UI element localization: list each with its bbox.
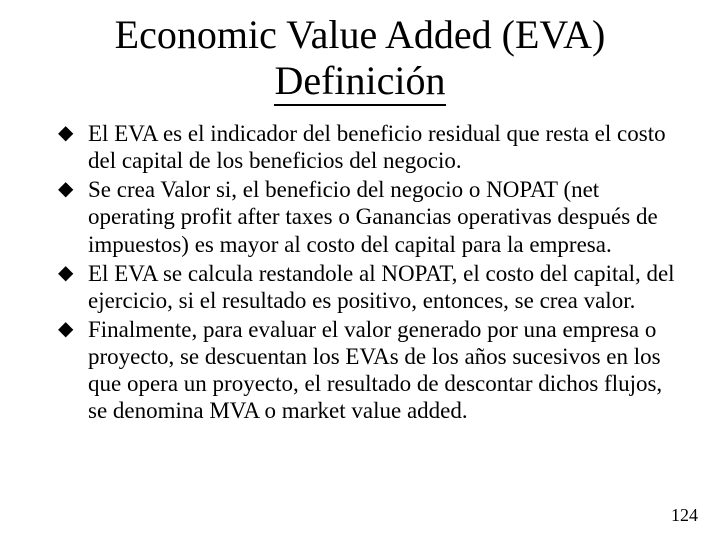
page-number: 124 — [671, 505, 698, 526]
bullet-text: Se crea Valor si, el beneficio del negoc… — [88, 177, 658, 256]
list-item: ◆ Se crea Valor si, el beneficio del neg… — [58, 176, 682, 257]
title-block: Economic Value Added (EVA) Definición — [30, 12, 690, 106]
list-item: ◆ Finalmente, para evaluar el valor gene… — [58, 316, 682, 425]
title-line-2: Definición — [274, 58, 445, 106]
bullet-icon: ◆ — [58, 318, 73, 342]
bullet-text: El EVA se calcula restandole al NOPAT, e… — [88, 261, 675, 313]
slide: Economic Value Added (EVA) Definición ◆ … — [0, 0, 720, 540]
bullet-text: Finalmente, para evaluar el valor genera… — [88, 317, 662, 423]
list-item: ◆ El EVA se calcula restandole al NOPAT,… — [58, 260, 682, 314]
title-line-1: Economic Value Added (EVA) — [115, 12, 606, 57]
list-item: ◆ El EVA es el indicador del beneficio r… — [58, 120, 682, 174]
bullet-icon: ◆ — [58, 178, 73, 202]
bullet-icon: ◆ — [58, 262, 73, 286]
bullet-list: ◆ El EVA es el indicador del beneficio r… — [58, 120, 682, 424]
bullet-icon: ◆ — [58, 122, 73, 146]
slide-title: Economic Value Added (EVA) Definición — [30, 12, 690, 106]
bullet-text: El EVA es el indicador del beneficio res… — [88, 121, 666, 173]
